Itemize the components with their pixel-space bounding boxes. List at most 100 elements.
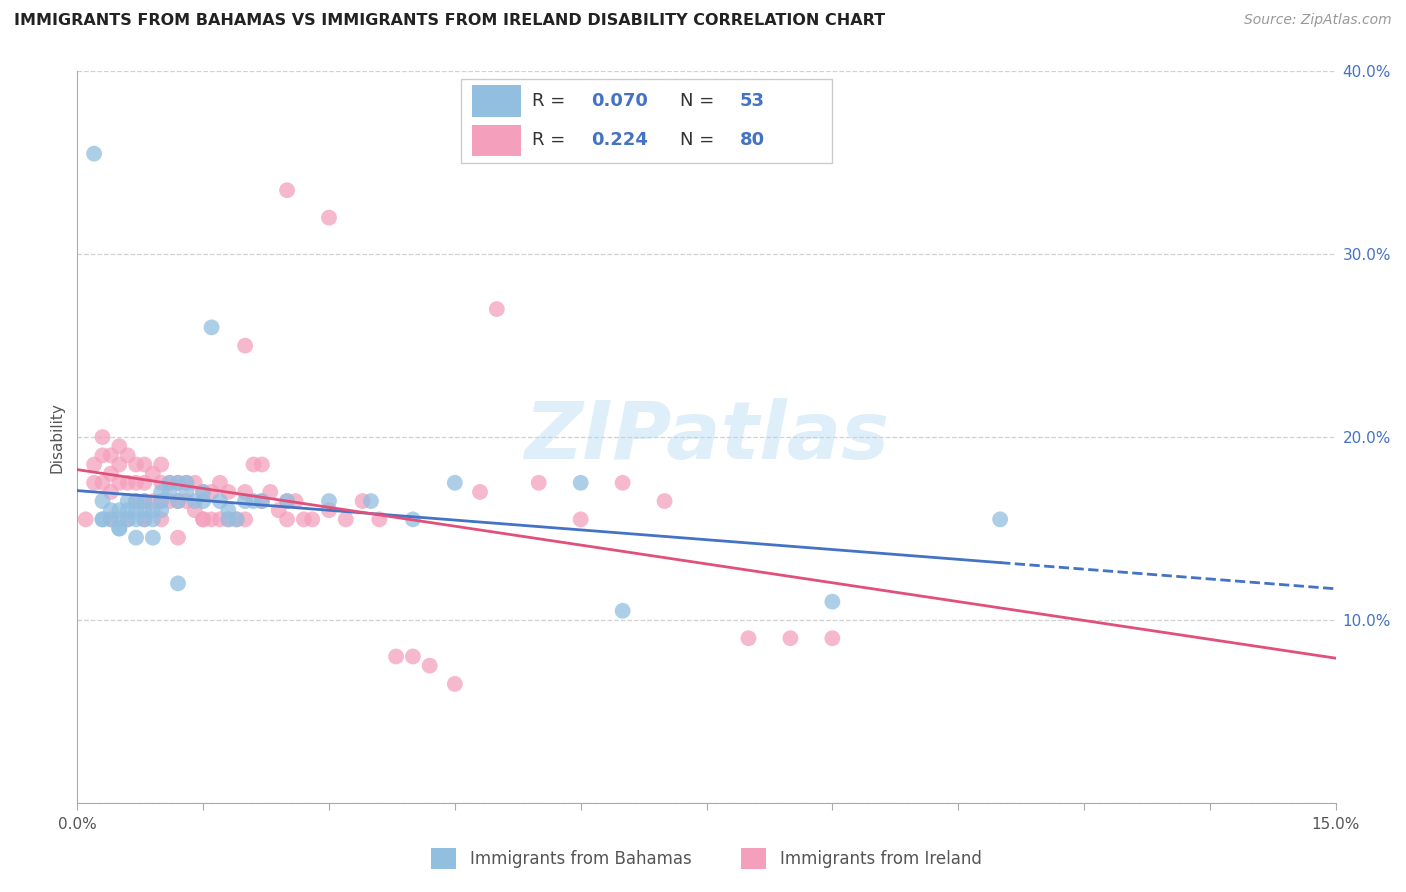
Point	[318, 211, 340, 225]
Point	[108, 439, 131, 453]
Text: ZIPatlas: ZIPatlas	[524, 398, 889, 476]
Point	[150, 485, 173, 500]
Point	[167, 475, 190, 490]
Point	[267, 503, 290, 517]
Point	[134, 512, 156, 526]
Point	[468, 485, 491, 500]
Point	[250, 458, 273, 472]
Point	[360, 494, 382, 508]
Point	[100, 485, 122, 500]
Point	[200, 485, 222, 500]
Point	[150, 458, 173, 472]
Point	[125, 494, 148, 508]
Point	[217, 503, 239, 517]
Point	[117, 512, 139, 526]
Point	[318, 494, 340, 508]
Point	[233, 512, 256, 526]
Point	[242, 458, 264, 472]
Point	[167, 494, 190, 508]
Point	[117, 503, 139, 517]
Point	[368, 512, 391, 526]
Point	[100, 512, 122, 526]
Point	[276, 183, 298, 197]
Point	[83, 146, 105, 161]
Point	[485, 301, 508, 317]
Point	[612, 475, 634, 490]
Point	[737, 632, 759, 646]
Point	[184, 475, 207, 490]
Point	[167, 475, 190, 490]
Point	[91, 494, 114, 508]
Point	[125, 531, 148, 545]
Point	[108, 475, 131, 490]
Point	[159, 494, 181, 508]
Point	[208, 494, 231, 508]
Point	[134, 512, 156, 526]
Point	[225, 512, 247, 526]
Point	[134, 475, 156, 490]
Point	[276, 494, 298, 508]
Point	[217, 512, 239, 526]
Point	[125, 475, 148, 490]
Point	[276, 494, 298, 508]
Point	[301, 512, 323, 526]
Point	[150, 503, 173, 517]
Point	[125, 494, 148, 508]
Point	[200, 512, 222, 526]
Point	[444, 475, 467, 490]
Point	[402, 649, 425, 664]
Point	[242, 494, 264, 508]
Point	[150, 494, 173, 508]
Point	[191, 485, 215, 500]
Point	[284, 494, 307, 508]
Point	[142, 494, 165, 508]
Point	[91, 475, 114, 490]
Point	[167, 531, 190, 545]
Point	[569, 512, 592, 526]
Point	[91, 512, 114, 526]
Point	[276, 512, 298, 526]
Point	[159, 485, 181, 500]
Point	[150, 475, 173, 490]
Point	[444, 677, 467, 691]
Y-axis label: Disability: Disability	[49, 401, 65, 473]
Point	[259, 485, 281, 500]
Legend: Immigrants from Bahamas, Immigrants from Ireland: Immigrants from Bahamas, Immigrants from…	[422, 838, 991, 879]
Point	[402, 512, 425, 526]
Text: Source: ZipAtlas.com: Source: ZipAtlas.com	[1244, 13, 1392, 28]
Point	[100, 503, 122, 517]
Point	[100, 512, 122, 526]
Point	[217, 512, 239, 526]
Point	[821, 632, 844, 646]
Point	[176, 494, 198, 508]
Point	[134, 458, 156, 472]
Point	[821, 594, 844, 608]
Point	[142, 531, 165, 545]
Point	[91, 512, 114, 526]
Point	[779, 632, 801, 646]
Point	[134, 494, 156, 508]
Point	[91, 430, 114, 444]
Point	[176, 485, 198, 500]
Point	[117, 512, 139, 526]
Point	[100, 449, 122, 463]
Point	[191, 485, 215, 500]
Point	[225, 512, 247, 526]
Point	[83, 475, 105, 490]
Point	[191, 512, 215, 526]
Point	[117, 475, 139, 490]
Text: IMMIGRANTS FROM BAHAMAS VS IMMIGRANTS FROM IRELAND DISABILITY CORRELATION CHART: IMMIGRANTS FROM BAHAMAS VS IMMIGRANTS FR…	[14, 13, 886, 29]
Point	[134, 503, 156, 517]
Point	[75, 512, 97, 526]
Point	[569, 475, 592, 490]
Point	[176, 475, 198, 490]
Point	[208, 475, 231, 490]
Point	[318, 503, 340, 517]
Point	[233, 485, 256, 500]
Point	[91, 449, 114, 463]
Point	[108, 512, 131, 526]
Point	[527, 475, 550, 490]
Point	[200, 320, 222, 334]
Point	[100, 467, 122, 481]
Point	[233, 494, 256, 508]
